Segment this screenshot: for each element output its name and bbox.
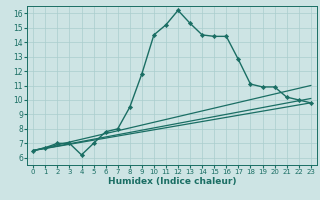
X-axis label: Humidex (Indice chaleur): Humidex (Indice chaleur) <box>108 177 236 186</box>
